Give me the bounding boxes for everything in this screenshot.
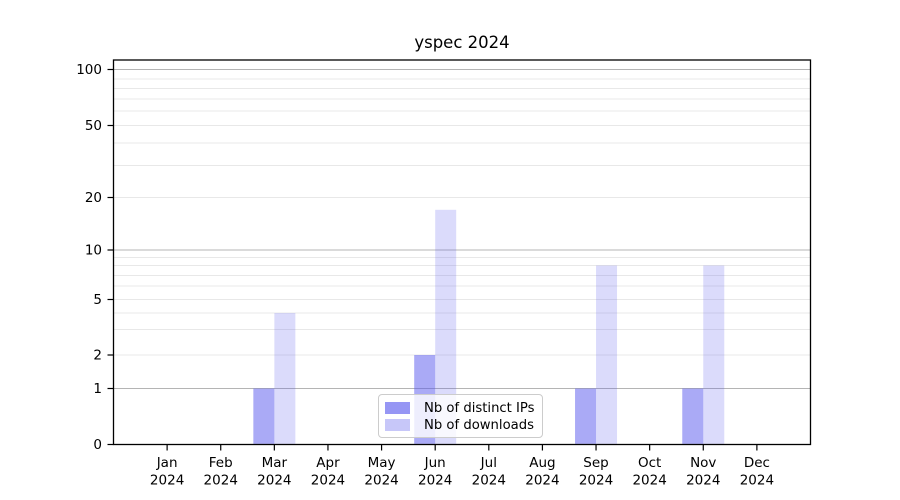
x-tick-label-month: Mar <box>262 455 288 471</box>
bar-distinct-ips <box>575 388 597 444</box>
x-tick-label-year: 2024 <box>311 473 345 489</box>
x-tick-label-year: 2024 <box>686 473 720 489</box>
y-tick-label: 2 <box>93 348 102 364</box>
x-tick-label-year: 2024 <box>418 473 452 489</box>
x-tick-label-month: Nov <box>690 455 716 471</box>
bar-downloads <box>274 313 296 444</box>
y-tick-label: 10 <box>85 243 102 259</box>
bar-downloads <box>703 265 725 444</box>
x-tick-label-year: 2024 <box>257 473 291 489</box>
y-tick-label: 20 <box>85 190 102 206</box>
x-tick-label-year: 2024 <box>579 473 613 489</box>
x-tick-label-month: Feb <box>209 455 233 471</box>
x-tick-label-month: Aug <box>529 455 555 471</box>
x-tick-label-month: Jul <box>480 455 497 471</box>
bar-distinct-ips <box>253 388 275 444</box>
y-tick-label: 0 <box>93 437 102 453</box>
y-tick-label: 1 <box>93 381 102 397</box>
legend: Nb of distinct IPs Nb of downloads <box>378 394 543 438</box>
x-tick-label-year: 2024 <box>740 473 774 489</box>
bar-distinct-ips <box>682 388 704 444</box>
legend-swatch-distinct-ips <box>385 402 410 414</box>
x-tick-label-year: 2024 <box>525 473 559 489</box>
x-tick-label-year: 2024 <box>632 473 666 489</box>
x-tick-label-year: 2024 <box>204 473 238 489</box>
y-tick-label: 100 <box>76 62 102 78</box>
x-tick-label-month: Oct <box>638 455 661 471</box>
legend-row-downloads: Nb of downloads <box>385 417 536 433</box>
legend-label-distinct-ips: Nb of distinct IPs <box>424 400 535 416</box>
bar-downloads <box>435 209 457 444</box>
x-tick-label-month: May <box>368 455 396 471</box>
legend-swatch-downloads <box>385 419 410 431</box>
x-tick-label-year: 2024 <box>364 473 398 489</box>
x-tick-label-year: 2024 <box>150 473 184 489</box>
axes-spines <box>112 59 812 446</box>
x-tick-label-month: Dec <box>744 455 770 471</box>
x-tick-label-month: Sep <box>583 455 608 471</box>
x-tick-label-month: Apr <box>316 455 340 471</box>
x-tick-label-month: Jan <box>156 455 178 471</box>
y-tick-label: 50 <box>85 118 102 134</box>
x-tick-label-year: 2024 <box>472 473 506 489</box>
x-tick-label-month: Jun <box>424 455 446 471</box>
chart-title: yspec 2024 <box>414 33 510 52</box>
bar-downloads <box>596 265 618 444</box>
legend-label-downloads: Nb of downloads <box>424 417 534 433</box>
y-tick-label: 5 <box>93 292 102 308</box>
legend-row-distinct-ips: Nb of distinct IPs <box>385 400 536 416</box>
